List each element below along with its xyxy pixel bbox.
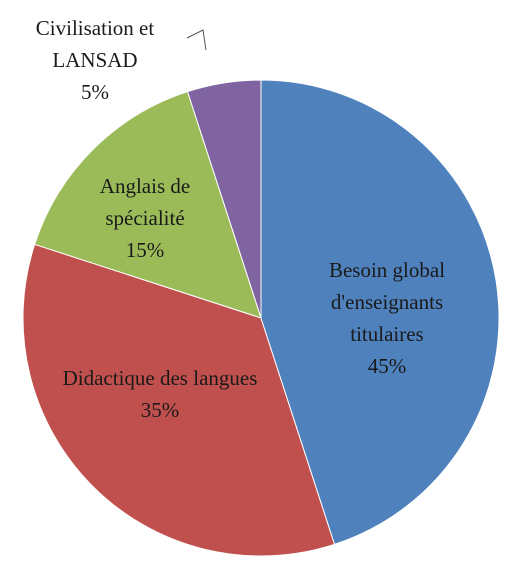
slice-label: Didactique des langues 35%	[45, 362, 275, 426]
leader-line	[186, 29, 207, 51]
value-label: 45%	[367, 354, 407, 378]
value-label: 5%	[81, 80, 109, 104]
value-label: 15%	[125, 238, 165, 262]
pie-slice	[260, 79, 500, 545]
slice-label: Besoin global d'enseignants titulaires 45…	[292, 254, 482, 382]
category-label: Besoin global d'enseignants titulaires	[328, 258, 446, 346]
pie-slice	[34, 91, 262, 319]
value-label: 35%	[140, 398, 180, 422]
pie-slice	[22, 243, 336, 557]
category-label: Civilisation et LANSAD	[35, 16, 155, 72]
slice-label: Civilisation et LANSAD 5%	[0, 12, 190, 108]
category-label: Didactique des langues	[62, 366, 258, 390]
category-label: Anglais de spécialité	[99, 174, 191, 230]
slice-label: Anglais de spécialité 15%	[70, 170, 220, 266]
